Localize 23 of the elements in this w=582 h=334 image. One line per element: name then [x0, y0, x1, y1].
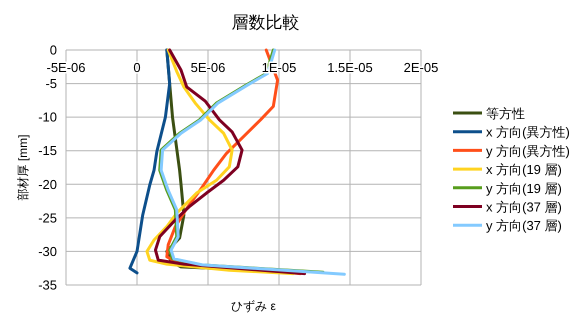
- legend-label: x 方向(異方性): [486, 124, 570, 140]
- x-axis-title: ひずみ ε: [231, 299, 276, 313]
- y-tick-label: -20: [38, 176, 57, 192]
- y-axis-title: 部材厚 [mm]: [16, 134, 30, 200]
- y-tick-label: 0: [50, 42, 57, 58]
- legend-label: y 方向(37 層): [486, 218, 562, 234]
- x-tick-label: 0: [133, 60, 141, 75]
- legend-label: y 方向(異方性): [486, 143, 570, 158]
- y-tick-label: -35: [38, 278, 57, 292]
- y-tick-label: -15: [38, 143, 57, 158]
- x-tick-label: 2E-05: [404, 60, 438, 75]
- y-tick-label: -25: [38, 210, 57, 226]
- legend-label: 等方性: [486, 106, 525, 121]
- chart-title: 層数比較: [232, 13, 300, 32]
- legend-label: x 方向(19 層): [486, 162, 562, 178]
- x-tick-label: -5E-06: [46, 60, 86, 75]
- y-tick-label: -10: [38, 110, 57, 125]
- y-tick-label: -30: [38, 244, 57, 259]
- y-tick-label: -5: [45, 76, 57, 92]
- x-tick-label: 5E-06: [190, 60, 226, 75]
- legend-label: x 方向(37 層): [486, 200, 562, 214]
- x-tick-label: 1.5E-05: [327, 60, 373, 75]
- legend-label: y 方向(19 層): [486, 180, 562, 196]
